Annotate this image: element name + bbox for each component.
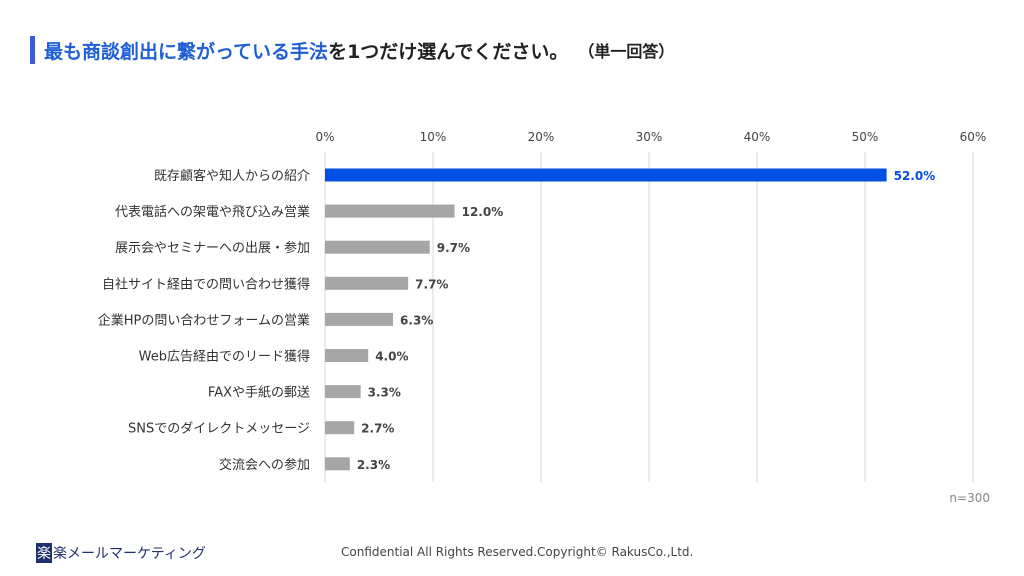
category-label: 代表電話への架電や飛び込み営業: [115, 204, 310, 220]
category-label: 既存顧客や知人からの紹介: [154, 168, 310, 184]
page-title: 最も商談創出に繋がっている手法 を1つだけ選んでください。 （単一回答）: [30, 36, 674, 64]
logo-text: 楽メールマーケティング: [53, 546, 206, 562]
category-label: 展示会やセミナーへの出展・参加: [115, 240, 310, 256]
data-label: 7.7%: [415, 277, 448, 291]
data-label: 3.3%: [368, 386, 401, 400]
logo-mark: 楽: [36, 543, 52, 563]
bar: [325, 421, 355, 435]
data-label: 52.0%: [894, 169, 936, 183]
bar: [325, 240, 430, 254]
x-tick-label: 50%: [852, 130, 879, 144]
bar: [325, 204, 455, 218]
category-label: 企業HPの問い合わせフォームの営業: [98, 312, 310, 328]
x-tick-label: 20%: [528, 130, 555, 144]
bar: [325, 385, 361, 399]
data-label: 4.0%: [375, 350, 408, 364]
bar: [325, 457, 350, 471]
company-logo: 楽 楽メールマーケティング: [36, 543, 206, 563]
category-label: SNSでのダイレクトメッセージ: [128, 422, 310, 437]
x-tick-label: 10%: [420, 130, 447, 144]
title-accent-bar: [30, 36, 35, 64]
bar: [325, 276, 409, 290]
x-tick-label: 60%: [960, 130, 987, 144]
data-label: 6.3%: [400, 313, 433, 327]
data-label: 2.7%: [361, 422, 394, 436]
category-label: 自社サイト経由での問い合わせ獲得: [102, 276, 310, 292]
bar: [325, 168, 887, 182]
x-tick-label: 0%: [315, 130, 334, 144]
copyright: Confidential All Rights Reserved.Copyrig…: [341, 545, 694, 559]
bar: [325, 349, 369, 362]
title-rest: を1つだけ選んでください。: [328, 40, 569, 63]
x-tick-label: 40%: [744, 130, 771, 144]
category-label: 交流会への参加: [219, 457, 310, 473]
sample-size-note: n=300: [949, 491, 990, 505]
data-label: 12.0%: [462, 205, 504, 219]
bar: [325, 312, 394, 326]
data-label: 9.7%: [437, 241, 470, 255]
x-tick-label: 30%: [636, 130, 663, 144]
category-label: Web広告経由でのリード獲得: [139, 349, 310, 365]
category-label: FAXや手紙の郵送: [208, 386, 310, 401]
title-highlight: 最も商談創出に繋がっている手法: [44, 40, 329, 63]
data-label: 2.3%: [357, 458, 390, 472]
title-note: （単一回答）: [578, 42, 675, 61]
